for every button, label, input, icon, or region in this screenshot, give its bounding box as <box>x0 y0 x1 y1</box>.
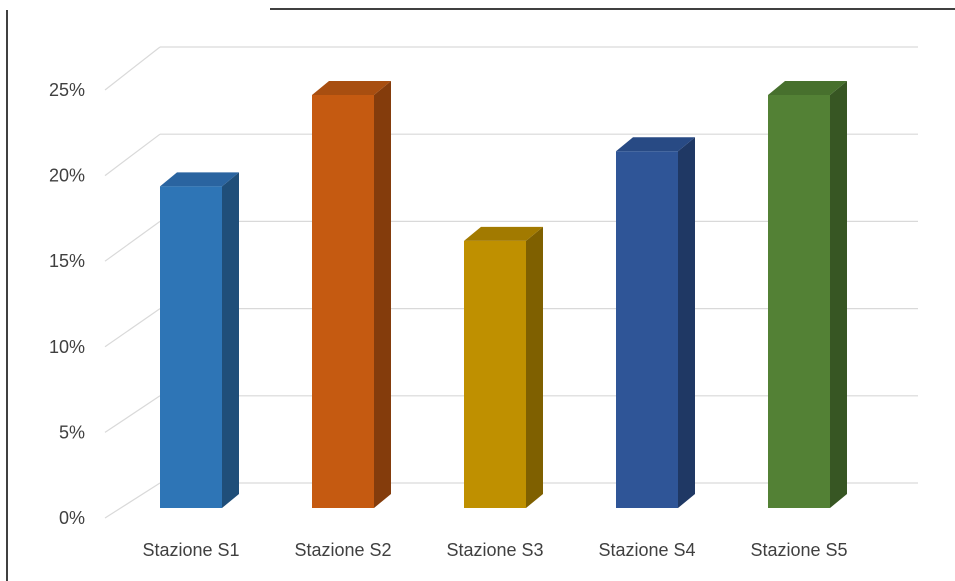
gridline-side <box>104 46 161 91</box>
gridline-side <box>104 133 161 177</box>
bar <box>616 137 695 509</box>
bar-side-face <box>678 137 695 509</box>
x-tick-label: Stazione S2 <box>294 540 391 560</box>
bar-side-face <box>374 81 391 508</box>
bar <box>312 81 391 508</box>
bar-side-face <box>526 226 543 508</box>
bar-top-face <box>312 81 391 95</box>
bar-front-face <box>768 95 830 508</box>
bar-front-face <box>616 151 678 509</box>
gridline-side <box>104 395 161 433</box>
y-tick-label: 25% <box>49 80 85 100</box>
y-tick-label: 10% <box>49 337 85 357</box>
bar <box>768 81 847 508</box>
x-tick-label: Stazione S5 <box>750 540 847 560</box>
x-axis-ticks: Stazione S1 Stazione S2 Stazione S3 Stazion… <box>142 540 847 560</box>
bars <box>160 81 847 509</box>
bar-front-face <box>464 240 526 508</box>
y-tick-label: 20% <box>49 166 85 186</box>
gridline-side <box>104 220 161 262</box>
gridline-side <box>104 482 161 519</box>
bar-top-face <box>768 81 847 95</box>
y-tick-label: 0% <box>59 508 85 528</box>
bar-side-face <box>830 81 847 508</box>
bar-top-face <box>464 226 543 241</box>
y-tick-label: 5% <box>59 422 85 442</box>
bar-front-face <box>160 186 222 508</box>
bar-top-face <box>160 172 239 187</box>
y-axis-ticks: 0% 5% 10% 15% 20% 25% <box>49 80 85 528</box>
bar-side-face <box>222 172 239 508</box>
bar <box>160 172 239 508</box>
gridline-side <box>104 308 161 348</box>
bar <box>464 226 543 508</box>
x-tick-label: Stazione S4 <box>598 540 695 560</box>
x-tick-label: Stazione S3 <box>446 540 543 560</box>
bar-front-face <box>312 95 374 508</box>
x-tick-label: Stazione S1 <box>142 540 239 560</box>
bar-top-face <box>616 137 695 152</box>
y-tick-label: 15% <box>49 251 85 271</box>
